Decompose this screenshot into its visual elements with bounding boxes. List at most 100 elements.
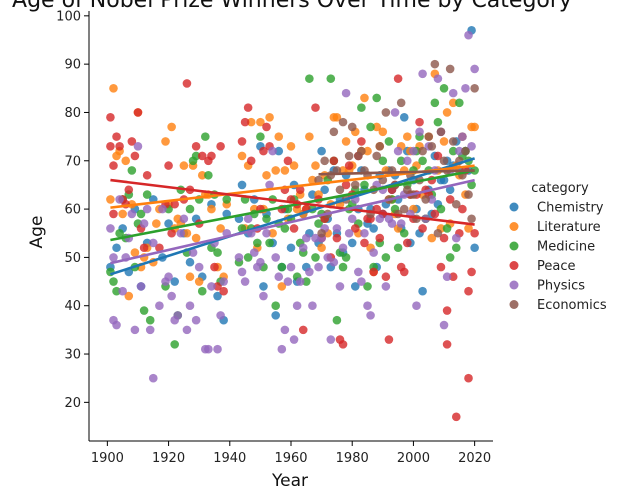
point-physics — [145, 325, 155, 335]
point-physics — [106, 224, 115, 233]
point-economics — [430, 59, 440, 69]
point-literature — [152, 219, 161, 228]
point-chemistry — [274, 146, 284, 156]
point-economics — [381, 108, 391, 117]
point-physics — [347, 214, 357, 224]
point-literature — [191, 233, 201, 243]
point-physics — [357, 277, 366, 286]
point-literature — [372, 122, 381, 132]
y-axis-ticks: 20 30 40 50 60 70 80 90 100 — [56, 9, 89, 411]
point-literature — [448, 98, 458, 108]
point-medicine — [136, 209, 146, 219]
legend-label-medicine: Medicine — [537, 240, 595, 255]
point-physics — [295, 277, 305, 286]
point-peace — [109, 161, 118, 170]
point-peace — [170, 199, 179, 209]
legend-marker-economics — [509, 300, 519, 309]
point-physics — [204, 344, 213, 354]
y-tick-label: 50 — [64, 251, 81, 266]
point-medicine — [439, 84, 449, 93]
y-axis-title: Age — [27, 216, 47, 249]
point-literature — [277, 282, 287, 291]
point-medicine — [106, 267, 115, 277]
point-chemistry — [271, 311, 280, 320]
point-literature — [121, 156, 131, 166]
point-physics — [219, 277, 228, 286]
point-physics — [308, 301, 317, 311]
point-physics — [455, 146, 464, 156]
point-peace — [418, 224, 427, 233]
point-medicine — [213, 248, 222, 257]
point-physics — [403, 156, 412, 166]
point-physics — [311, 233, 320, 243]
point-peace — [384, 335, 394, 344]
point-peace — [341, 180, 351, 190]
point-physics — [234, 253, 244, 262]
point-physics — [442, 272, 452, 282]
point-economics — [436, 127, 446, 137]
legend-label-chemistry: Chemistry — [537, 201, 604, 216]
point-physics — [335, 282, 345, 291]
point-literature — [280, 166, 290, 175]
point-medicine — [201, 132, 210, 141]
point-physics — [194, 262, 204, 272]
point-literature — [262, 170, 271, 180]
point-medicine — [455, 98, 464, 108]
x-tick-label: 1980 — [336, 451, 369, 466]
point-economics — [418, 146, 427, 156]
point-physics — [470, 64, 479, 74]
point-literature — [439, 137, 449, 146]
point-physics — [387, 219, 397, 228]
point-medicine — [378, 156, 388, 166]
point-economics — [317, 228, 326, 238]
point-medicine — [271, 301, 280, 311]
point-economics — [451, 199, 461, 209]
point-chemistry — [112, 243, 121, 253]
y-tick-label: 40 — [64, 299, 81, 314]
point-peace — [311, 103, 320, 112]
point-peace — [470, 228, 479, 238]
point-chemistry — [308, 190, 317, 199]
point-physics — [133, 141, 143, 151]
point-peace — [350, 224, 360, 233]
point-literature — [360, 93, 369, 103]
point-physics — [118, 286, 127, 296]
point-physics — [289, 335, 299, 344]
point-physics — [363, 301, 372, 311]
point-chemistry — [286, 243, 296, 253]
point-literature — [274, 132, 284, 141]
point-literature — [271, 166, 280, 175]
point-peace — [360, 238, 369, 248]
point-medicine — [467, 180, 476, 190]
point-medicine — [338, 262, 348, 272]
point-medicine — [265, 238, 274, 248]
point-peace — [213, 282, 222, 291]
point-chemistry — [347, 238, 357, 248]
trend-line-economics — [318, 169, 475, 176]
point-chemistry — [350, 282, 360, 291]
point-literature — [265, 112, 274, 122]
point-medicine — [145, 315, 155, 325]
point-economics — [347, 122, 357, 132]
point-peace — [338, 340, 348, 349]
x-tick-label: 2000 — [397, 451, 430, 466]
point-literature — [207, 204, 216, 214]
trend-line-chemistry — [110, 157, 476, 276]
point-physics — [271, 253, 280, 262]
point-peace — [243, 103, 253, 112]
point-medicine — [170, 340, 179, 349]
point-physics — [130, 325, 140, 335]
point-literature — [194, 277, 204, 286]
point-medicine — [311, 253, 320, 262]
point-physics — [148, 238, 158, 248]
legend-title: category — [531, 181, 589, 196]
point-economics — [396, 98, 406, 108]
point-peace — [197, 151, 207, 161]
legend-marker-chemistry — [509, 202, 519, 212]
point-economics — [357, 146, 366, 156]
trend-lines — [110, 157, 476, 276]
point-economics — [421, 195, 430, 204]
point-chemistry — [399, 112, 409, 122]
legend-label-physics: Physics — [537, 279, 585, 294]
